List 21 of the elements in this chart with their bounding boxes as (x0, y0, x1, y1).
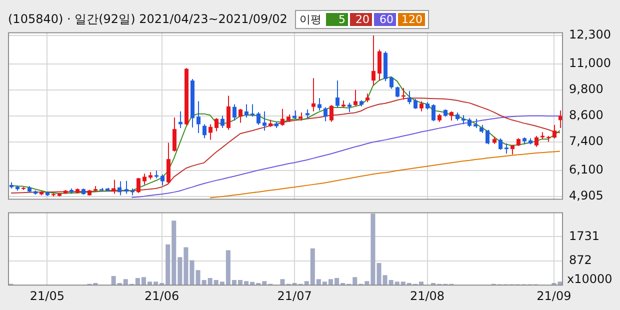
x-tick-label: 21/05 (30, 288, 65, 303)
text: 60 (374, 12, 396, 26)
text: x10000 (567, 272, 612, 286)
y-tick-label: 1731 (569, 228, 600, 243)
text: 20 (350, 12, 372, 26)
y-tick-label: 7,400 (569, 134, 604, 148)
chart-title: (105840) · 일간(92일) 2021/04/23~2021/09/02 (8, 10, 288, 28)
y-tick-label: 8,600 (569, 108, 604, 122)
legend-title: 이평 (299, 12, 322, 26)
x-tick-label: 21/07 (277, 288, 312, 303)
y-tick-label: 4,905 (569, 188, 604, 203)
y-tick-label: 6,100 (569, 162, 604, 177)
text: 120 (398, 12, 426, 26)
x-tick-label: 21/09 (536, 288, 572, 303)
x-tick-label: 21/08 (410, 288, 445, 303)
y-tick-label: 9,800 (569, 82, 604, 96)
y-tick-label: 11,000 (569, 56, 611, 70)
text: 5 (326, 12, 348, 26)
y-tick-label: 12,300 (569, 28, 611, 42)
y-tick-label: 872 (569, 253, 592, 268)
x-tick-label: 21/06 (144, 288, 180, 303)
